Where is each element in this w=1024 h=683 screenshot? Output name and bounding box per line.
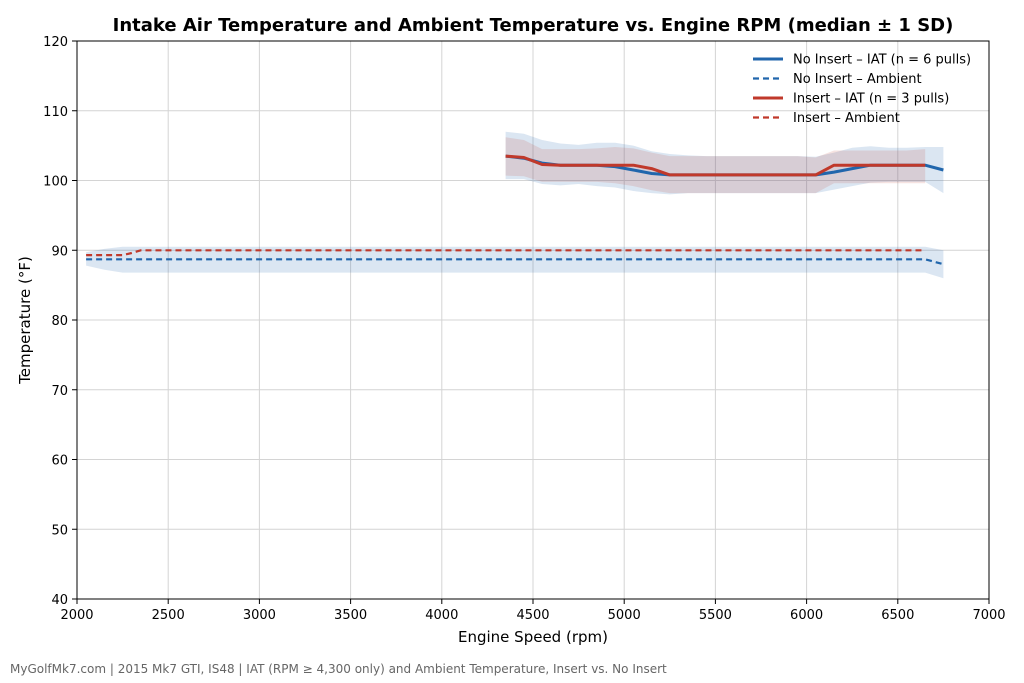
- y-axis-label: Temperature (°F): [16, 256, 34, 385]
- legend-label: No Insert – IAT (n = 6 pulls): [793, 53, 971, 68]
- x-tick-label: 5000: [608, 608, 641, 623]
- x-axis-label: Engine Speed (rpm): [458, 628, 608, 646]
- x-axis-ticks: 2000 2500 3000 3500 4000 4500 5000 5500 6000 6500…: [60, 599, 1006, 623]
- y-axis-ticks: 40 50 60 70 80 90 100 110 120: [43, 35, 77, 608]
- y-tick-label: 40: [51, 593, 68, 608]
- y-tick-label: 120: [43, 35, 68, 50]
- series-line-insert-iat-n-3-pulls: [505, 154, 926, 177]
- legend-label: No Insert – Ambient: [793, 72, 922, 87]
- x-tick-label: 2500: [152, 608, 185, 623]
- x-tick-label: 3500: [334, 608, 367, 623]
- chart-title: Intake Air Temperature and Ambient Tempe…: [113, 15, 954, 36]
- series-line-no-insert-ambient: [86, 258, 944, 266]
- caption: MyGolfMk7.com | 2015 Mk7 GTI, IS48 | IAT…: [10, 662, 667, 676]
- x-tick-label: 2000: [60, 608, 93, 623]
- x-tick-label: 5500: [699, 608, 732, 623]
- y-tick-label: 80: [51, 314, 68, 329]
- x-tick-label: 3000: [243, 608, 276, 623]
- legend: No Insert – IAT (n = 6 pulls) No Insert –…: [753, 53, 971, 126]
- sd-band-insert-iat-n-3-pulls: [505, 137, 926, 194]
- y-tick-label: 50: [51, 523, 68, 538]
- x-tick-label: 4000: [425, 608, 458, 623]
- x-tick-label: 6500: [881, 608, 914, 623]
- legend-label: Insert – IAT (n = 3 pulls): [793, 92, 949, 107]
- legend-label: Insert – Ambient: [793, 111, 900, 126]
- series-line-insert-ambient: [86, 249, 926, 257]
- y-tick-label: 70: [51, 384, 68, 399]
- sd-band-no-insert-iat-n-6-pulls: [505, 131, 944, 195]
- y-tick-label: 100: [43, 175, 68, 190]
- series-lines: [86, 154, 944, 266]
- y-tick-label: 110: [43, 105, 68, 120]
- y-tick-label: 60: [51, 454, 68, 469]
- sd-band-no-insert-ambient: [86, 246, 944, 279]
- y-tick-label: 90: [51, 244, 68, 259]
- sd-bands: [86, 131, 944, 279]
- x-tick-label: 6000: [790, 608, 823, 623]
- x-tick-label: 7000: [972, 608, 1005, 623]
- x-tick-label: 4500: [516, 608, 549, 623]
